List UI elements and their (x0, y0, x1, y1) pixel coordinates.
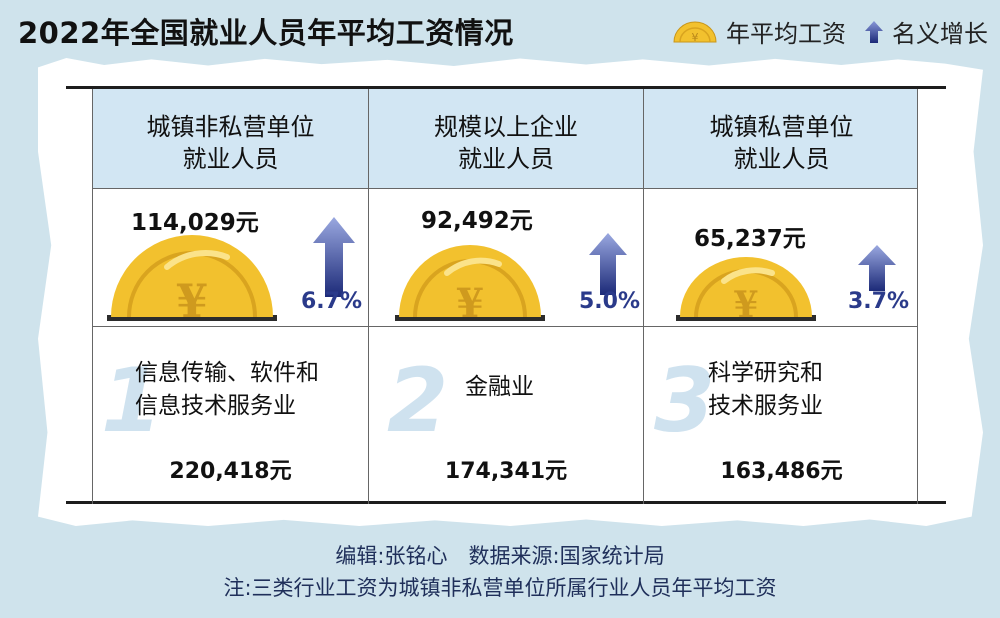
legend-growth-label: 名义增长 (892, 20, 988, 48)
coin-icon: ¥ (395, 245, 545, 327)
category-header-row: 城镇非私营单位 就业人员 规模以上企业 就业人员 城镇私营单位 就业人员 (93, 89, 917, 189)
industry-wage: 163,486元 (720, 459, 843, 484)
coin-icon: ¥ (107, 235, 277, 327)
svg-text:¥: ¥ (176, 274, 208, 327)
svg-text:¥: ¥ (733, 284, 758, 326)
growth-value: 3.7% (848, 289, 910, 314)
category-header: 城镇非私营单位 就业人员 (146, 113, 315, 173)
wage-table: 城镇非私营单位 就业人员 规模以上企业 就业人员 城镇私营单位 就业人员 114,02… (66, 86, 946, 504)
rank-number: 3 (654, 349, 716, 452)
rank-number: 1 (101, 349, 163, 452)
growth-value: 5.0% (579, 289, 641, 314)
up-arrow-icon (589, 233, 627, 295)
up-arrow-icon (858, 245, 896, 291)
industry-name: 信息传输、软件和 信息技术服务业 (135, 360, 319, 419)
category-wage: 65,237元 (694, 226, 806, 252)
wage-coin-row: 114,029元 ¥ 6.7% 92,492元 (93, 189, 917, 327)
industry-wage: 220,418元 (169, 459, 292, 484)
category-wage: 114,029元 (131, 210, 259, 236)
industry-name: 金融业 (465, 374, 534, 400)
category-header: 城镇私营单位 就业人员 (709, 113, 854, 173)
industry-wage: 174,341元 (444, 459, 568, 484)
footer-note: 注:三类行业工资为城镇非私营单位所属行业人员年平均工资 (223, 576, 777, 600)
growth-value: 6.7% (301, 289, 363, 314)
category-wage: 92,492元 (421, 208, 533, 234)
top-industry-row: 1 信息传输、软件和 信息技术服务业 220,418元 2 金融业 174,341… (93, 327, 917, 504)
legend-wage-label: 年平均工资 (726, 20, 846, 48)
rank-number: 2 (387, 349, 449, 452)
svg-text:¥: ¥ (456, 280, 484, 327)
legend: ¥ 年平均工资 名义增长 (672, 14, 988, 49)
up-arrow-icon (313, 217, 355, 297)
industry-name: 科学研究和 技术服务业 (708, 360, 823, 419)
category-header: 规模以上企业 就业人员 (434, 113, 578, 173)
page-title: 2022年全国就业人员年平均工资情况 (18, 16, 514, 50)
coin-icon: ¥ (672, 20, 718, 44)
footer-credit: 编辑:张铭心 数据来源:国家统计局 (335, 544, 665, 568)
up-arrow-icon (864, 20, 884, 44)
coin-icon: ¥ (676, 257, 816, 326)
svg-text:¥: ¥ (692, 31, 699, 44)
